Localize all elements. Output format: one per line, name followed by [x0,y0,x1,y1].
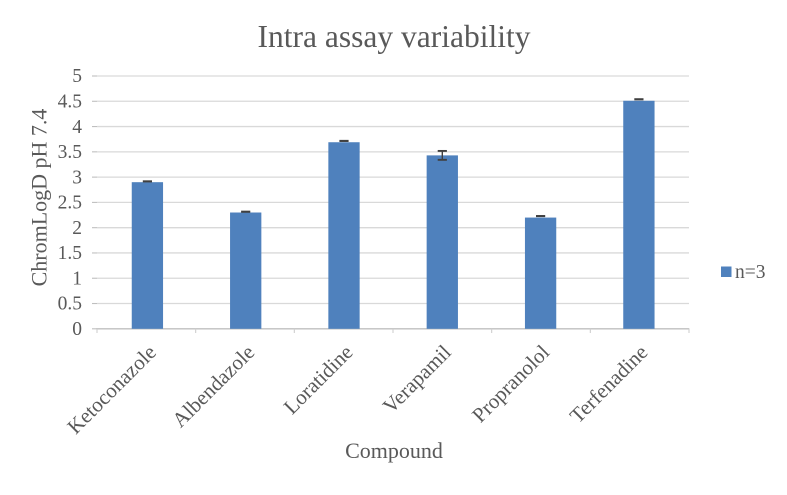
svg-text:0: 0 [72,319,82,340]
svg-text:n=3: n=3 [735,262,766,283]
svg-text:3: 3 [72,167,82,188]
svg-text:1.5: 1.5 [58,243,82,264]
svg-text:2: 2 [72,218,82,239]
svg-text:0.5: 0.5 [58,294,82,315]
svg-text:1: 1 [72,268,82,289]
svg-text:Intra assay variability: Intra assay variability [258,19,531,54]
svg-text:5: 5 [72,66,82,87]
svg-text:4: 4 [72,117,82,138]
svg-text:4.5: 4.5 [58,91,82,112]
svg-text:2.5: 2.5 [58,193,82,214]
svg-text:ChromLogD pH 7.4: ChromLogD pH 7.4 [27,109,52,287]
svg-text:Compound: Compound [345,438,443,463]
svg-text:3.5: 3.5 [58,142,82,163]
